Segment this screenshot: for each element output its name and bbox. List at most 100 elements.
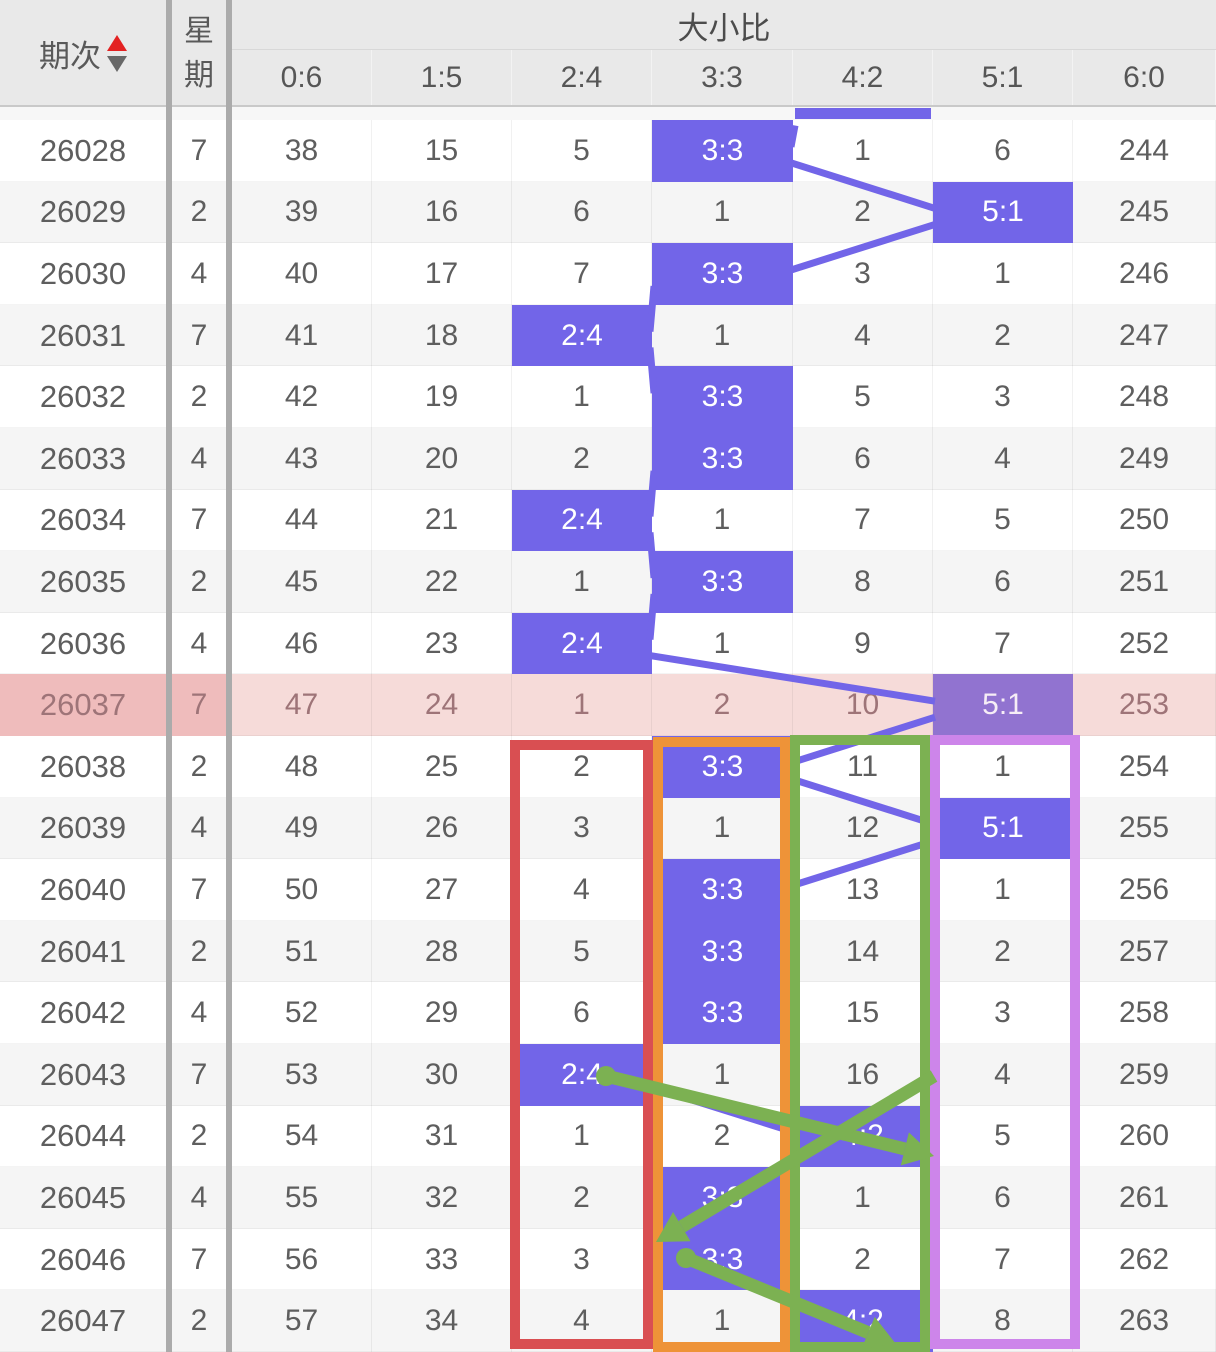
cell-period: 26043 — [39, 1056, 127, 1092]
cell-value: 21 — [372, 489, 512, 552]
cell-value: 7 — [793, 489, 933, 552]
table-row: 26032 2 42 19 1 3:3 5 3 248 — [0, 366, 1216, 428]
cell-value: 33 — [372, 1228, 512, 1291]
cell-value: 250 — [1073, 489, 1216, 552]
column-divider-bar — [166, 0, 172, 1352]
cell-period: 26037 — [0, 674, 166, 736]
sort-ascending-icon[interactable] — [107, 35, 127, 51]
annotation-rect-3:3 — [653, 737, 790, 1352]
table-row: 26031 7 41 18 2:4 1 4 2 247 — [0, 304, 1216, 367]
cell-value: 22 — [372, 551, 512, 613]
table-header-background — [0, 0, 1216, 107]
cell-value: 17 — [372, 243, 512, 305]
cell-value: 14 — [793, 920, 933, 983]
cell-value: 256 — [1073, 859, 1216, 921]
cell-value: 51 — [232, 920, 372, 983]
cell-value: 44 — [232, 489, 372, 552]
cell-value: 3 — [933, 366, 1073, 428]
highlighted-ratio-cell: 3:3 — [652, 982, 793, 1044]
cell-value: 6 — [793, 428, 933, 490]
cell-value: 16 — [372, 181, 512, 244]
cell-value: 4 — [933, 428, 1073, 490]
partial-highlight-cell — [795, 108, 931, 119]
cell-value: 4 — [793, 304, 933, 367]
cell-value: 1 — [652, 612, 793, 675]
cell-value: 261 — [1073, 1167, 1216, 1229]
cell-value: 30 — [372, 1044, 512, 1106]
cell-period: 26040 — [39, 871, 127, 907]
cell-week: 2 — [190, 749, 208, 783]
cell-period: 26045 — [39, 1179, 127, 1215]
cell-value: 246 — [1073, 243, 1216, 305]
cell-value: 25 — [372, 736, 512, 798]
cell-week: 7 — [190, 503, 208, 537]
cell-value: 20 — [372, 428, 512, 490]
cell-value: 40 — [232, 243, 372, 305]
cell-value: 245 — [1073, 181, 1216, 244]
sort-icons[interactable] — [107, 35, 127, 72]
table-row: 26029 2 39 16 6 1 2 5:1 245 — [0, 181, 1216, 244]
cell-value: 28 — [372, 920, 512, 983]
cell-week: 2 — [190, 195, 208, 229]
cell-value: 3 — [793, 243, 933, 305]
cell-value: 39 — [232, 181, 372, 244]
cell-value: 1 — [512, 366, 652, 428]
table-row: 26035 2 45 22 1 3:3 8 6 251 — [0, 551, 1216, 613]
cell-value: 1 — [652, 489, 793, 552]
cell-value: 244 — [1073, 120, 1216, 182]
cell-value: 5 — [933, 489, 1073, 552]
cell-period: 26047 — [39, 1303, 127, 1339]
cell-week: 4 — [190, 256, 208, 290]
table-row: 26038 2 48 25 2 3:3 11 1 254 — [0, 736, 1216, 798]
cell-value: 32 — [372, 1167, 512, 1229]
cell-value: 262 — [1073, 1228, 1216, 1291]
cell-period: 26029 — [39, 194, 127, 230]
sort-descending-icon[interactable] — [107, 56, 127, 72]
cell-value: 263 — [1073, 1290, 1216, 1352]
cell-value: 47 — [232, 674, 372, 736]
period-header-label: 期次 — [39, 39, 101, 74]
cell-week: 7 — [190, 318, 208, 352]
table-row: 26039 4 49 26 3 1 12 5:1 255 — [0, 797, 1216, 860]
cell-value: 254 — [1073, 736, 1216, 798]
cell-value: 7 — [512, 243, 652, 305]
cell-period: 26032 — [39, 379, 127, 415]
table-row: 26040 7 50 27 4 3:3 13 1 256 — [0, 859, 1216, 921]
highlighted-ratio-cell: 2:4 — [512, 489, 652, 552]
cell-period: 26034 — [39, 502, 127, 538]
week-column-header: 星期 — [172, 0, 226, 107]
highlighted-ratio-cell: 3:3 — [652, 243, 793, 305]
cell-week: 4 — [190, 996, 208, 1030]
table-row: 26036 4 46 23 2:4 1 9 7 252 — [0, 612, 1216, 675]
cell-period: 26031 — [39, 317, 127, 353]
cell-value: 8 — [793, 551, 933, 613]
table-row: 26034 7 44 21 2:4 1 7 5 250 — [0, 489, 1216, 552]
big-small-ratio-group-header: 大小比 — [677, 10, 771, 46]
cell-week: 4 — [190, 441, 208, 475]
cell-value: 258 — [1073, 982, 1216, 1044]
cell-value: 253 — [1073, 674, 1216, 736]
cell-period: 26042 — [39, 995, 127, 1031]
cell-value: 38 — [232, 120, 372, 182]
highlighted-ratio-cell: 2:4 — [512, 612, 652, 675]
cell-value: 5 — [512, 120, 652, 182]
cell-week: 7 — [166, 674, 232, 736]
cell-value: 43 — [232, 428, 372, 490]
period-column-header[interactable]: 期次 — [0, 0, 166, 107]
ratio-column-header-6:0: 6:0 — [1073, 50, 1216, 105]
cell-value: 50 — [232, 859, 372, 921]
cell-value: 27 — [372, 859, 512, 921]
cell-period: 26033 — [39, 440, 127, 476]
highlighted-ratio-cell: 3:3 — [652, 366, 793, 428]
ratio-column-header-2:4: 2:4 — [512, 50, 652, 105]
cell-value: 1 — [652, 181, 793, 244]
table-row: 26030 4 40 17 7 3:3 3 1 246 — [0, 243, 1216, 305]
cell-value: 251 — [1073, 551, 1216, 613]
cell-value: 57 — [232, 1290, 372, 1352]
ratio-column-header-1:5: 1:5 — [372, 50, 512, 105]
cell-value: 255 — [1073, 797, 1216, 860]
cell-period: 26035 — [39, 563, 127, 599]
cell-period: 26030 — [39, 255, 127, 291]
cell-value: 23 — [372, 612, 512, 675]
